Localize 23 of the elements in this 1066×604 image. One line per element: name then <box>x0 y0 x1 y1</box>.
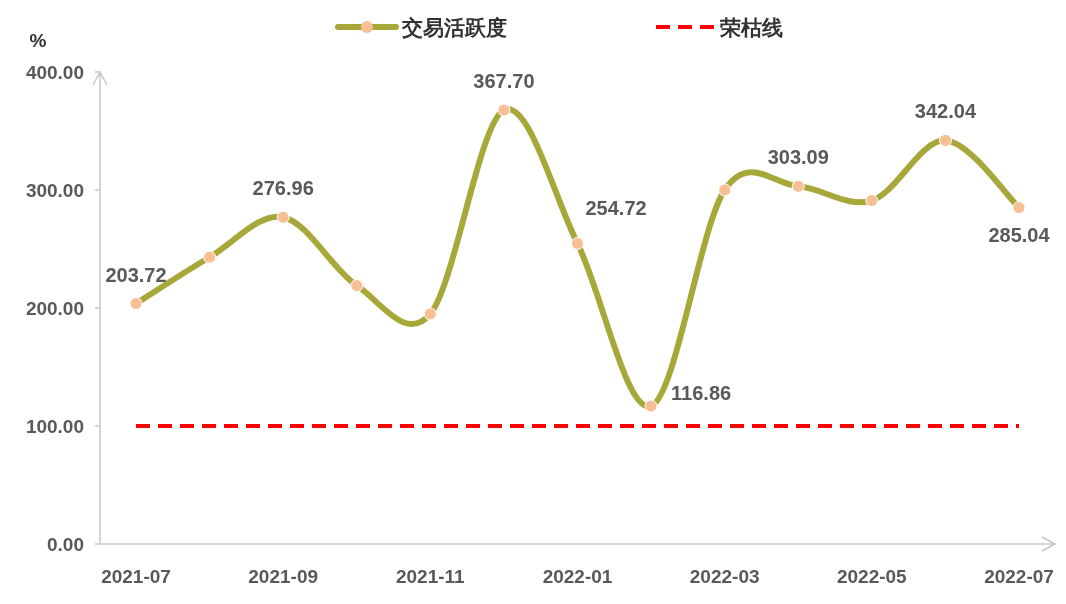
data-label: 342.04 <box>914 100 977 123</box>
data-label: 276.96 <box>252 177 314 200</box>
x-tick-label: 2022-01 <box>542 566 613 587</box>
y-axis-title: % <box>29 30 47 51</box>
data-label: 254.72 <box>585 197 647 220</box>
data-label: 303.09 <box>767 146 829 169</box>
legend-label: 交易活跃度 <box>401 16 507 39</box>
x-tick-label: 2022-05 <box>836 566 908 587</box>
data-label: 367.70 <box>473 70 535 93</box>
data-label: 116.86 <box>671 382 732 405</box>
x-tick-label: 2021-07 <box>101 566 171 587</box>
x-tick-label: 2021-11 <box>395 566 466 587</box>
x-tick-label: 2022-03 <box>689 566 760 587</box>
x-tick-label: 2021-09 <box>248 566 319 587</box>
y-tick-label: 0.00 <box>47 533 84 555</box>
data-label: 203.72 <box>105 263 167 286</box>
y-tick-label: 200.00 <box>25 297 84 319</box>
y-tick-label: 400.00 <box>25 61 84 83</box>
y-tick-label: 100.00 <box>25 415 84 437</box>
data-label: 285.04 <box>988 223 1051 246</box>
x-tick-label: 2022-07 <box>984 566 1054 587</box>
legend-label: 荣枯线 <box>719 16 783 39</box>
y-tick-label: 300.00 <box>25 179 84 201</box>
